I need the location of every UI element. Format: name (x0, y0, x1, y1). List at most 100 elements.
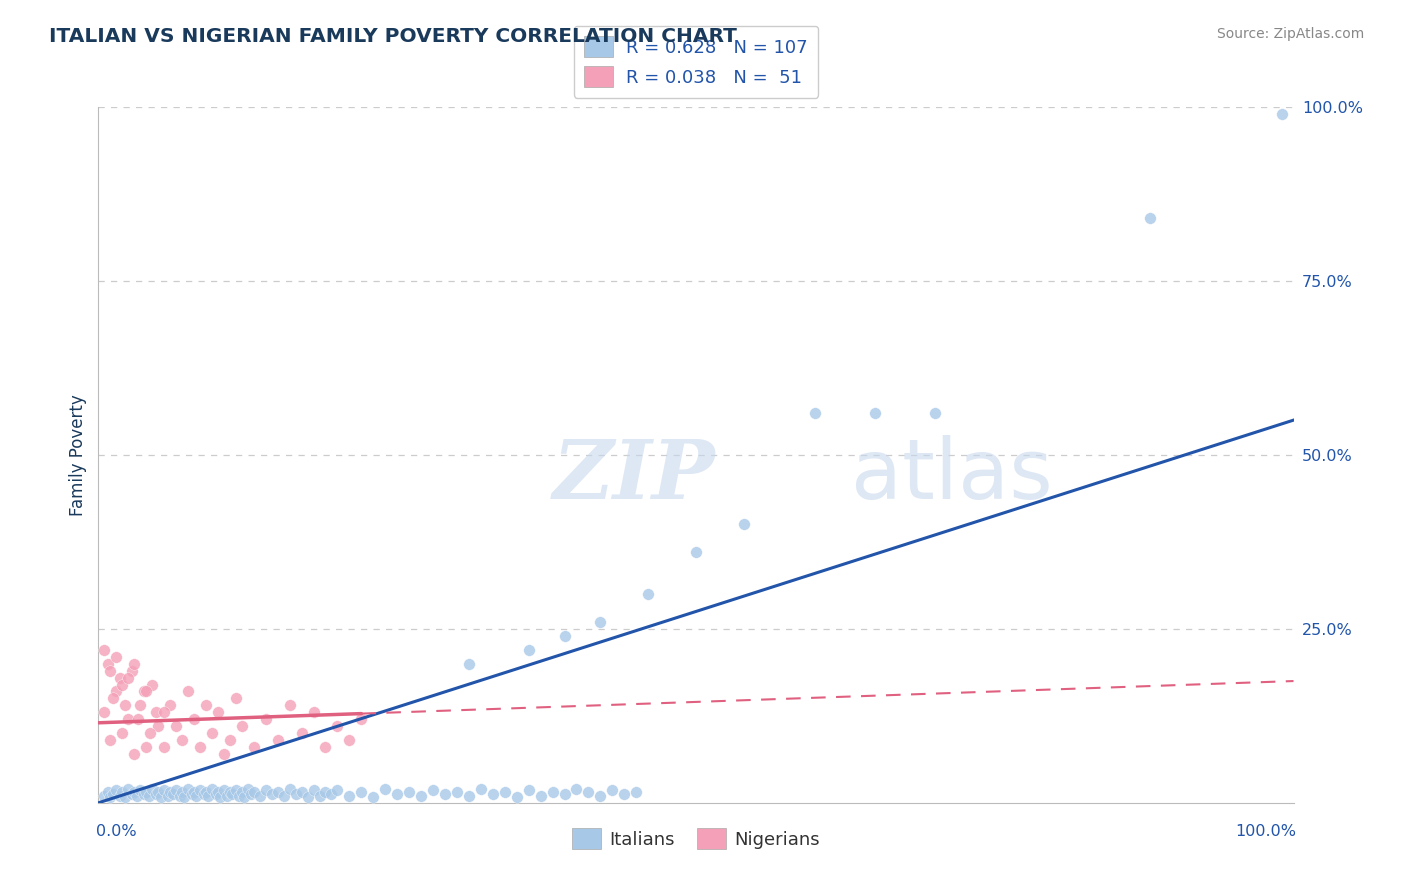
Point (924, 406, 946, 420)
Point (105, 684, 128, 698)
Point (225, 783, 247, 797)
Point (172, 785, 194, 799)
Point (145, 788, 167, 802)
Point (101, 788, 124, 802)
Point (321, 788, 343, 802)
Point (212, 783, 235, 797)
Point (124, 747, 146, 761)
Point (219, 785, 242, 799)
Point (613, 788, 636, 802)
Point (193, 788, 215, 802)
Point (148, 719, 170, 733)
Point (243, 740, 266, 755)
Point (165, 783, 187, 797)
Point (260, 788, 283, 802)
Point (132, 684, 155, 698)
Point (169, 789, 191, 803)
Point (209, 790, 232, 805)
Point (111, 785, 134, 799)
Point (315, 740, 337, 755)
Point (554, 788, 576, 802)
Point (195, 698, 218, 713)
Point (865, 406, 887, 420)
Point (114, 698, 136, 713)
Point (481, 788, 505, 802)
Point (626, 785, 648, 799)
Point (114, 790, 136, 805)
Point (231, 719, 253, 733)
Point (195, 785, 218, 799)
Point (111, 726, 134, 740)
Point (117, 781, 139, 796)
Point (434, 788, 457, 802)
Point (173, 790, 195, 805)
Point (602, 783, 624, 797)
Point (236, 781, 259, 796)
Point (565, 781, 588, 796)
Point (139, 726, 162, 740)
Point (506, 790, 529, 805)
Point (186, 789, 208, 803)
Point (219, 733, 242, 747)
Point (315, 785, 337, 799)
Point (291, 726, 314, 740)
Text: ZIP: ZIP (553, 436, 716, 516)
Point (108, 671, 131, 685)
Point (101, 691, 124, 706)
Point (117, 671, 139, 685)
Point (578, 785, 600, 799)
Point (135, 684, 157, 698)
Point (98, 790, 122, 805)
Point (125, 789, 148, 803)
Point (172, 733, 194, 747)
Point (159, 698, 181, 713)
Point (180, 788, 202, 802)
Point (517, 783, 540, 797)
Point (804, 406, 827, 420)
Point (233, 790, 256, 805)
Point (243, 785, 266, 799)
Point (93, 789, 115, 803)
Point (554, 629, 576, 643)
Text: atlas: atlas (852, 435, 1053, 516)
Point (197, 789, 219, 803)
Point (494, 785, 516, 799)
Point (183, 712, 205, 726)
Point (278, 781, 301, 796)
Point (145, 706, 167, 720)
Point (201, 726, 224, 740)
Point (267, 733, 290, 747)
Point (159, 785, 181, 799)
Point (165, 719, 187, 733)
Point (278, 698, 301, 713)
Text: ITALIAN VS NIGERIAN FAMILY POVERTY CORRELATION CHART: ITALIAN VS NIGERIAN FAMILY POVERTY CORRE… (49, 27, 737, 45)
Point (1139, 211, 1161, 226)
Point (589, 789, 612, 803)
Point (284, 788, 307, 802)
Point (225, 691, 247, 706)
Point (267, 785, 290, 799)
Text: 0.0%: 0.0% (96, 823, 136, 838)
Point (339, 733, 361, 747)
Point (153, 740, 176, 755)
Point (302, 783, 325, 797)
Point (98, 733, 122, 747)
Point (1271, 107, 1294, 121)
Point (363, 790, 385, 805)
Point (177, 781, 200, 796)
Point (183, 785, 205, 799)
Point (124, 657, 146, 671)
Point (297, 790, 319, 805)
Point (207, 785, 229, 799)
Point (132, 788, 155, 802)
Point (308, 789, 330, 803)
Point (530, 789, 553, 803)
Point (385, 788, 409, 802)
Point (228, 789, 250, 803)
Point (231, 785, 253, 799)
Point (121, 664, 143, 678)
Point (105, 649, 128, 664)
Point (117, 712, 139, 726)
Point (153, 783, 176, 797)
Legend: Italians, Nigerians: Italians, Nigerians (564, 822, 828, 856)
